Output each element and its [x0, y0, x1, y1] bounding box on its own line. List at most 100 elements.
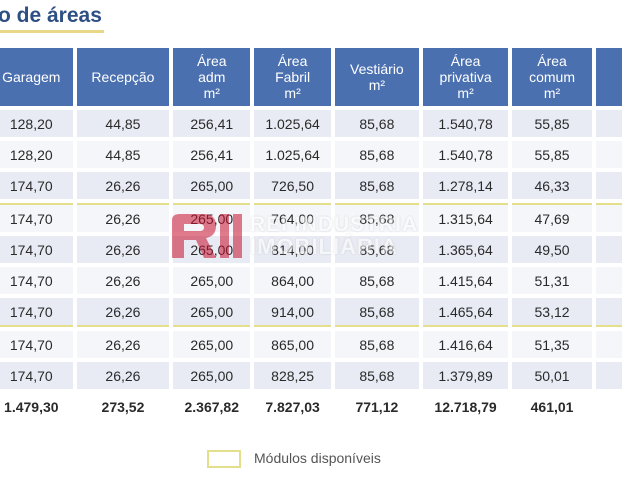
table-row: 174,70 26,26 265,00 726,50 85,68 1.278,14 46,3… — [0, 172, 622, 199]
table-cell: 26,26 — [76, 172, 170, 199]
table-cell: 174,70 — [0, 362, 73, 389]
table-cell: 174,70 — [0, 267, 73, 294]
table-cell: 1.415,64 — [422, 267, 509, 294]
table-cell: 26,26 — [76, 362, 170, 389]
table-cell — [595, 362, 622, 389]
table-cell: 128,20 — [0, 110, 73, 137]
table-cell: 44,85 — [76, 110, 170, 137]
total-cell: 1.479,30 — [0, 393, 73, 420]
table-cell: 85,68 — [335, 267, 419, 294]
total-cell: 7.827,03 — [254, 393, 331, 420]
table-cell: 1.416,64 — [422, 331, 509, 358]
table-cell: 174,70 — [0, 331, 73, 358]
table-cell: 914,00 — [254, 298, 331, 327]
total-cell: 461,01 — [512, 393, 592, 420]
table-cell: 174,70 — [0, 172, 73, 199]
areas-table: Garagem Recepção Área adm m² Área Fabril m² … — [0, 44, 626, 424]
table-cell: 1.025,64 — [254, 110, 331, 137]
table-cell: 51,31 — [512, 267, 592, 294]
table-row: 174,70 26,26 265,00 764,00 85,68 1.315,64 47,6… — [0, 203, 622, 232]
table-cell: 865,00 — [254, 331, 331, 358]
total-cell: 12.718,79 — [422, 393, 509, 420]
table-cell — [595, 267, 622, 294]
table-cell — [595, 203, 622, 232]
table-cell: 85,68 — [335, 362, 419, 389]
table-cell: 864,00 — [254, 267, 331, 294]
table-cell: 85,68 — [335, 172, 419, 199]
table-cell: 26,26 — [76, 298, 170, 327]
header-area-comum: Área comum m² — [512, 48, 592, 106]
table-cell: 265,00 — [173, 267, 251, 294]
table-cell — [595, 298, 622, 327]
header-area-adm: Área adm m² — [173, 48, 251, 106]
title-underline — [0, 30, 104, 33]
table-cell: 256,41 — [173, 110, 251, 137]
table-cell: 1.315,64 — [422, 203, 509, 232]
table-cell: 85,68 — [335, 331, 419, 358]
table-cell: 1.540,78 — [422, 110, 509, 137]
table-cell: 55,85 — [512, 110, 592, 137]
total-cell: 2.367,82 — [173, 393, 251, 420]
total-cell: 273,52 — [76, 393, 170, 420]
table-cell: 265,00 — [173, 172, 251, 199]
header-extra — [595, 48, 622, 106]
table-cell: 50,01 — [512, 362, 592, 389]
table-cell: 1.278,14 — [422, 172, 509, 199]
header-vestiario: Vestiário m² — [335, 48, 419, 106]
table-row: 174,70 26,26 265,00 814,00 85,68 1.365,64 49,5… — [0, 236, 622, 263]
legend-swatch — [207, 450, 241, 468]
table-cell: 764,00 — [254, 203, 331, 232]
table-cell: 51,35 — [512, 331, 592, 358]
table-cell: 174,70 — [0, 298, 73, 327]
header-recepcao: Recepção — [76, 48, 170, 106]
table-cell: 1.365,64 — [422, 236, 509, 263]
table-cell: 265,00 — [173, 362, 251, 389]
table-cell: 1.540,78 — [422, 141, 509, 168]
table-cell: 26,26 — [76, 331, 170, 358]
table-row: 174,70 26,26 265,00 864,00 85,68 1.415,64 51,3… — [0, 267, 622, 294]
total-cell: 771,12 — [335, 393, 419, 420]
table-row: 128,20 44,85 256,41 1.025,64 85,68 1.540,78 55… — [0, 141, 622, 168]
total-cell — [595, 393, 622, 420]
table-cell — [595, 141, 622, 168]
header-row: Garagem Recepção Área adm m² Área Fabril m² … — [0, 48, 622, 106]
table-cell: 265,00 — [173, 298, 251, 327]
table-cell: 256,41 — [173, 141, 251, 168]
table-cell: 265,00 — [173, 331, 251, 358]
table-cell: 174,70 — [0, 203, 73, 232]
table-cell: 55,85 — [512, 141, 592, 168]
table-cell: 828,25 — [254, 362, 331, 389]
table-cell: 53,12 — [512, 298, 592, 327]
table-cell: 265,00 — [173, 236, 251, 263]
table-cell: 1.379,89 — [422, 362, 509, 389]
table-cell: 26,26 — [76, 267, 170, 294]
table-cell — [595, 236, 622, 263]
table-cell — [595, 172, 622, 199]
table-cell: 174,70 — [0, 236, 73, 263]
header-area-privativa: Área privativa m² — [422, 48, 509, 106]
table-cell: 1.465,64 — [422, 298, 509, 327]
table-row: 128,20 44,85 256,41 1.025,64 85,68 1.540,78 55… — [0, 110, 622, 137]
table-cell: 265,00 — [173, 203, 251, 232]
table-cell: 49,50 — [512, 236, 592, 263]
table-cell: 46,33 — [512, 172, 592, 199]
table-cell: 26,26 — [76, 236, 170, 263]
table-cell: 85,68 — [335, 236, 419, 263]
legend-label: Módulos disponíveis — [254, 450, 381, 466]
table-cell: 85,68 — [335, 110, 419, 137]
section-title: o de áreas — [0, 4, 102, 27]
table-cell: 128,20 — [0, 141, 73, 168]
totals-row: 1.479,30 273,52 2.367,82 7.827,03 771,12 12.7… — [0, 393, 622, 420]
table-cell — [595, 331, 622, 358]
table-cell: 47,69 — [512, 203, 592, 232]
table-row: 174,70 26,26 265,00 828,25 85,68 1.379,89 50,0… — [0, 362, 622, 389]
table-cell: 85,68 — [335, 203, 419, 232]
header-area-fabril: Área Fabril m² — [254, 48, 331, 106]
table-cell: 814,00 — [254, 236, 331, 263]
table-cell: 44,85 — [76, 141, 170, 168]
table-cell: 1.025,64 — [254, 141, 331, 168]
table-cell: 26,26 — [76, 203, 170, 232]
table-cell — [595, 110, 622, 137]
table-cell: 85,68 — [335, 141, 419, 168]
table-cell: 726,50 — [254, 172, 331, 199]
